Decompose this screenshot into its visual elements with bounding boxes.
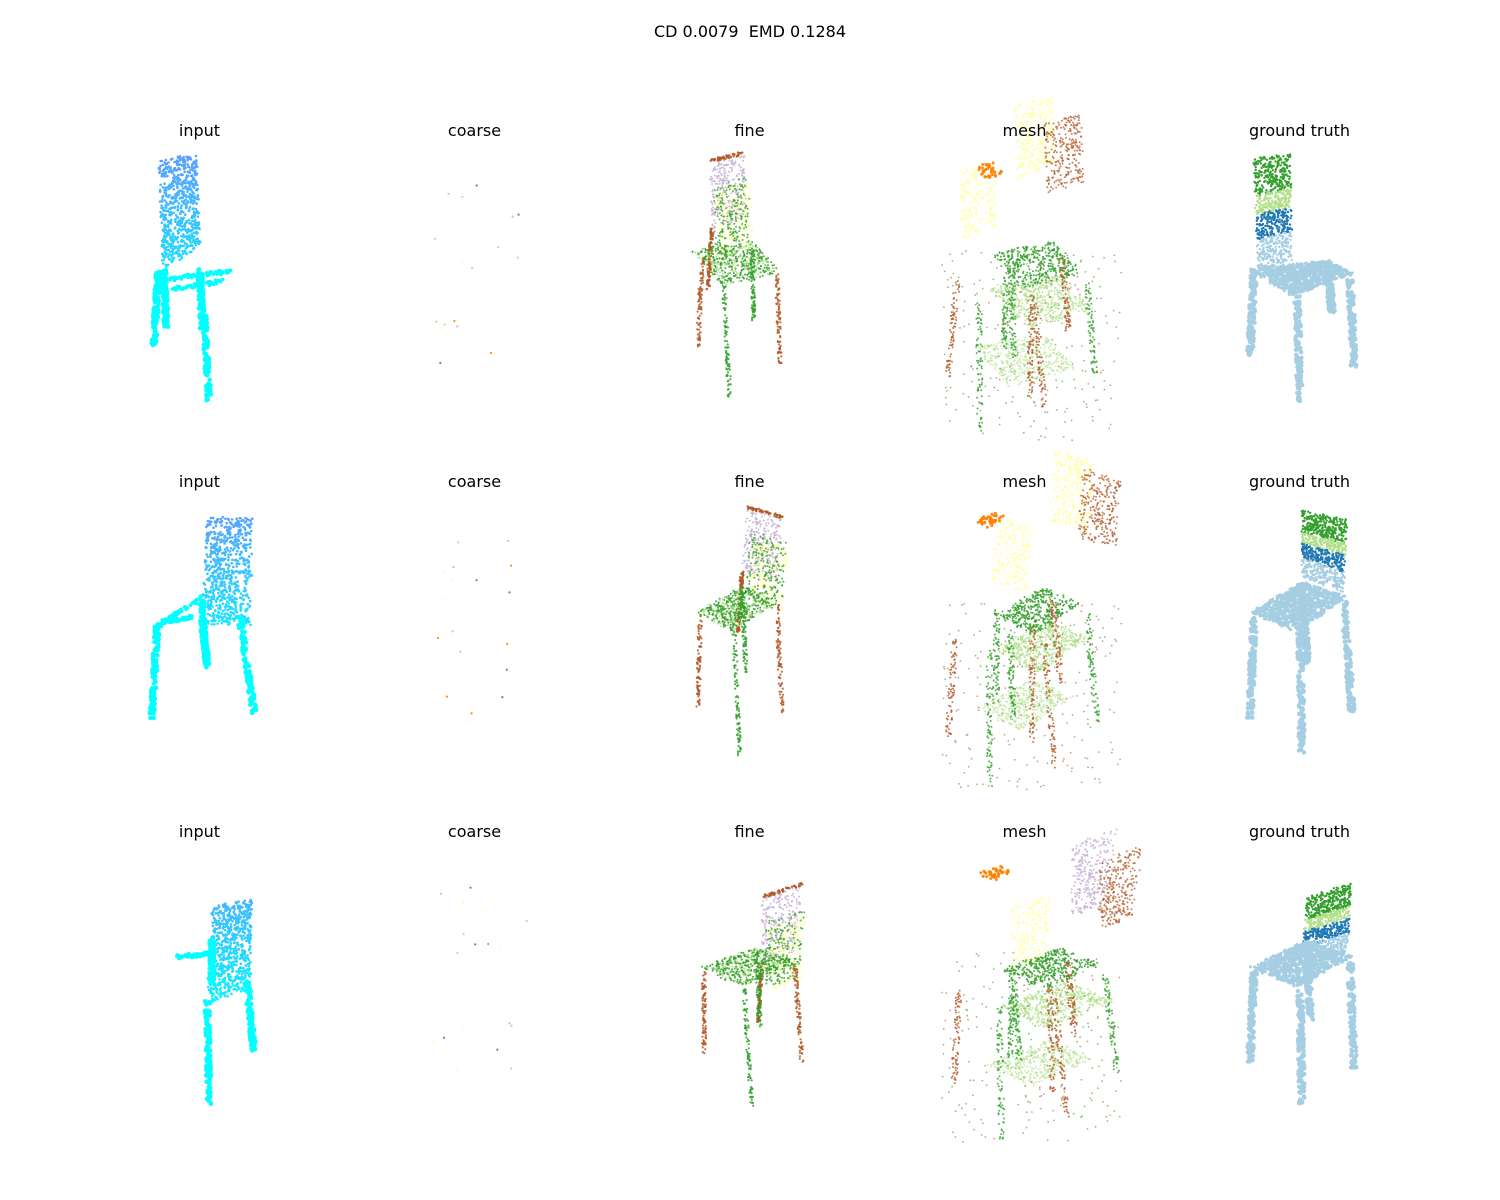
panel-ground-truth-row1: ground truth bbox=[1162, 121, 1437, 451]
panel-title: ground truth bbox=[1162, 472, 1437, 492]
panel-title: fine bbox=[612, 121, 887, 141]
input-point-cloud bbox=[147, 515, 259, 721]
panel-ground-truth-row3: ground truth bbox=[1162, 822, 1437, 1152]
panel-coarse-row3: coarse bbox=[337, 822, 612, 1152]
panel-title: mesh bbox=[887, 822, 1162, 842]
panel-fine-row2: fine bbox=[612, 472, 887, 802]
mesh-point-cloud bbox=[941, 828, 1142, 1143]
fine-point-cloud bbox=[695, 505, 789, 757]
mesh-point-cloud bbox=[941, 450, 1123, 791]
panel-input-row1: input bbox=[62, 121, 337, 451]
panel-title: ground truth bbox=[1162, 822, 1437, 842]
panel-title: ground truth bbox=[1162, 121, 1437, 141]
fine-point-cloud bbox=[700, 881, 808, 1107]
panel-mesh-row2: mesh bbox=[887, 450, 1162, 802]
panel-input-row3: input bbox=[62, 822, 337, 1152]
panel-coarse-row1: coarse bbox=[337, 121, 612, 451]
coarse-point-cloud bbox=[434, 184, 520, 364]
panel-title: fine bbox=[612, 472, 887, 492]
input-point-cloud bbox=[175, 898, 258, 1106]
figure-title: CD 0.0079 EMD 0.1284 bbox=[0, 22, 1500, 41]
panel-mesh-row1: mesh bbox=[887, 96, 1162, 451]
panel-mesh-row3: mesh bbox=[887, 822, 1162, 1152]
panel-title: fine bbox=[612, 822, 887, 842]
panel-fine-row3: fine bbox=[612, 822, 887, 1152]
ground-truth-point-cloud bbox=[1245, 153, 1359, 404]
ground-truth-point-cloud bbox=[1245, 509, 1357, 755]
mesh-point-cloud bbox=[941, 96, 1123, 442]
panel-coarse-row2: coarse bbox=[337, 472, 612, 802]
panel-title: mesh bbox=[887, 121, 1162, 141]
input-point-cloud bbox=[149, 154, 233, 403]
panel-title: mesh bbox=[887, 472, 1162, 492]
panel-title: input bbox=[62, 822, 337, 842]
panel-title: coarse bbox=[337, 121, 612, 141]
coarse-point-cloud bbox=[432, 886, 528, 1072]
panel-title: coarse bbox=[337, 822, 612, 842]
fine-point-cloud bbox=[691, 151, 783, 398]
panel-title: input bbox=[62, 121, 337, 141]
panel-title: coarse bbox=[337, 472, 612, 492]
panel-ground-truth-row2: ground truth bbox=[1162, 472, 1437, 802]
ground-truth-point-cloud bbox=[1245, 882, 1359, 1106]
panel-title: input bbox=[62, 472, 337, 492]
panel-fine-row1: fine bbox=[612, 121, 887, 451]
coarse-point-cloud bbox=[436, 539, 513, 722]
panel-input-row2: input bbox=[62, 472, 337, 802]
